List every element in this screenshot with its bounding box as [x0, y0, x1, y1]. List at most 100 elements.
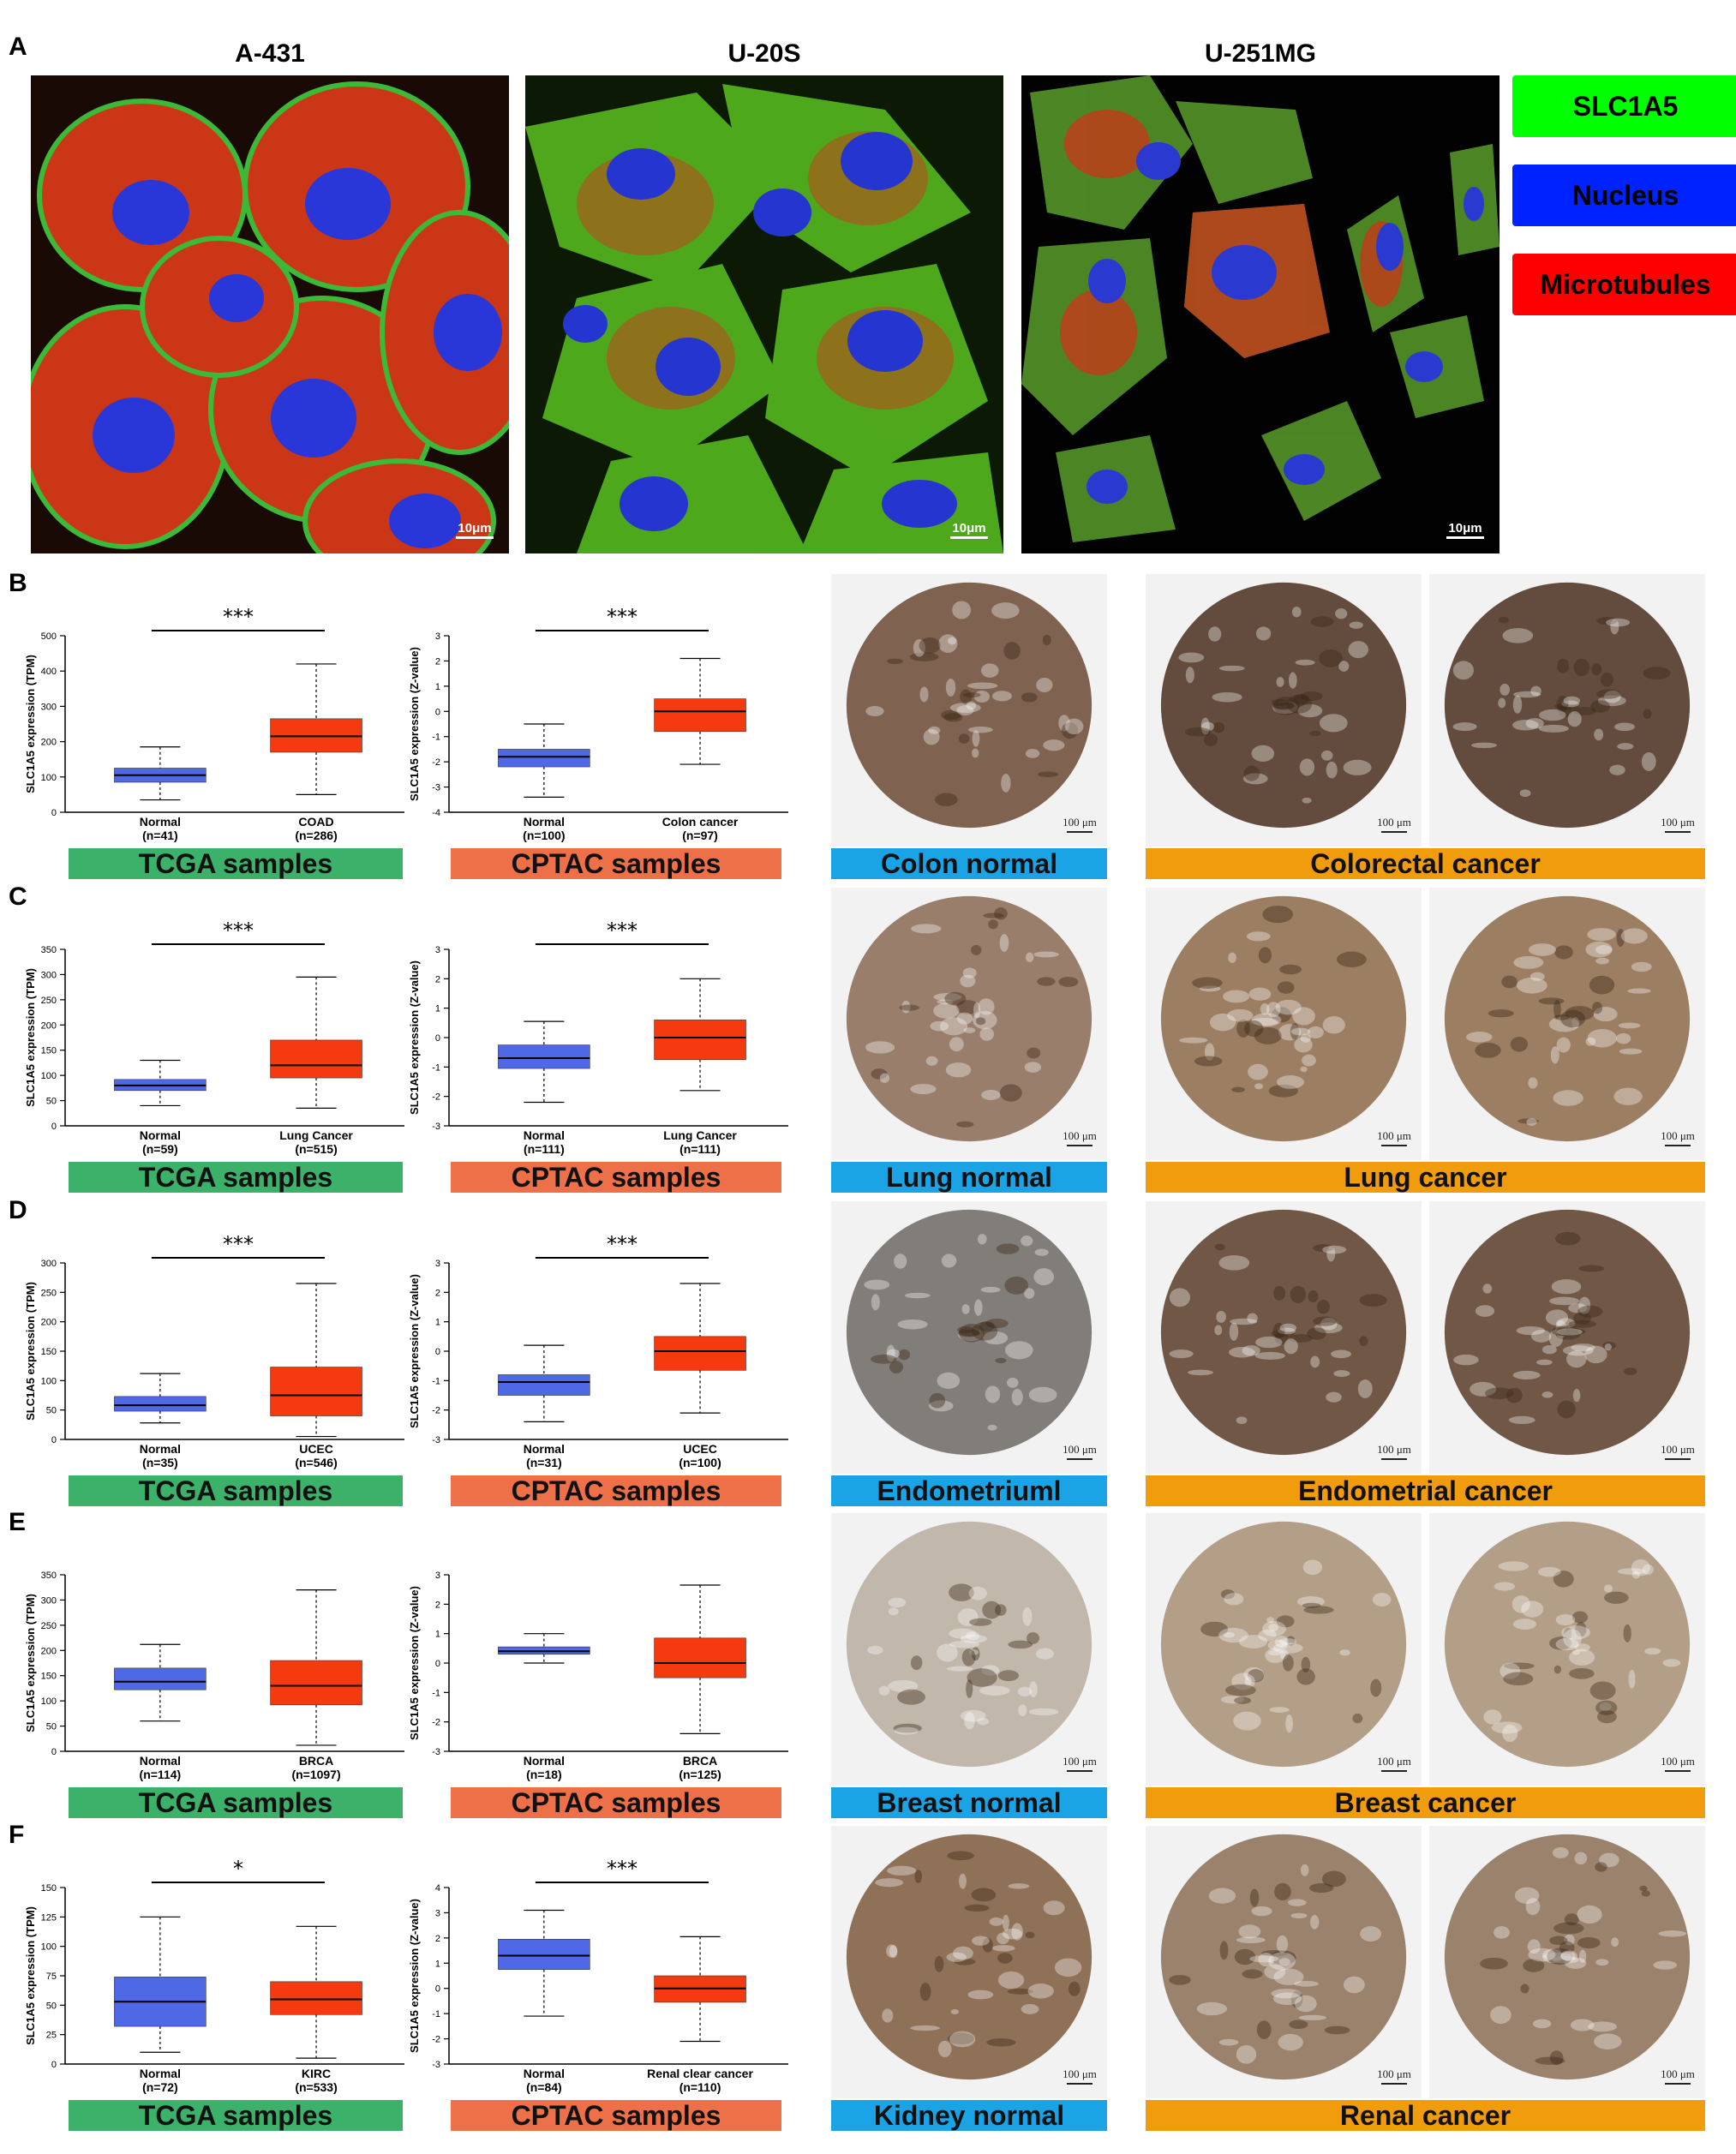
tissue-texture: [1268, 1649, 1281, 1656]
tissue-texture: [1577, 1305, 1603, 1318]
tissue-normal: 100 μm: [831, 1201, 1107, 1474]
tissue-texture: [1560, 1950, 1577, 1962]
tissue-texture: [1326, 761, 1338, 779]
tissue-texture: [1593, 1007, 1618, 1022]
box-cancer: [654, 1020, 746, 1061]
tissue-texture: [972, 748, 979, 758]
box-plot-svg: 0 50 100 150 200 250 300 350 SLC1A5 expression (…: [24, 918, 404, 1156]
banner-cptac: CPTAC samples: [451, 848, 781, 879]
tissue-texture: [988, 919, 998, 930]
tissue-texture: [910, 652, 939, 661]
tissue-texture: [1541, 1344, 1557, 1355]
tissue-texture: [991, 602, 1020, 619]
tissue-texture: [1553, 1571, 1574, 1588]
scale-bar-2: 10μm: [943, 521, 995, 539]
tissue-texture: [1556, 1318, 1576, 1329]
y-tick-label: -2: [432, 757, 440, 768]
tissue-scale-label: 100 μm: [1377, 2067, 1411, 2080]
y-tick-label: 0: [435, 1659, 440, 1669]
tissue-texture: [1027, 1632, 1040, 1644]
y-tick-label: 150: [41, 1046, 57, 1056]
tissue-texture: [1352, 1713, 1363, 1724]
tissue-texture: [987, 1424, 997, 1431]
group-n: (n=31): [526, 1456, 562, 1469]
tissue-texture: [960, 974, 976, 988]
significance-label: ***: [607, 605, 638, 629]
tissue-texture: [1169, 1349, 1194, 1359]
tissue-texture: [1617, 743, 1634, 751]
tissue-texture: [1278, 1958, 1290, 1966]
tissue-texture: [1234, 1948, 1256, 1966]
tissue-texture: [1275, 999, 1302, 1015]
tissue-texture: [934, 1955, 944, 1972]
tissue-texture: [1627, 988, 1651, 994]
cell-line-title-3: U-251MG: [1204, 39, 1317, 68]
tissue-texture: [1553, 1922, 1584, 1935]
tissue-texture: [886, 1944, 898, 1958]
y-tick-label: 100: [41, 1071, 57, 1081]
tissue-texture: [1585, 1037, 1596, 1046]
tissue-texture: [1596, 1710, 1617, 1724]
tissue-texture: [985, 1385, 1001, 1403]
y-tick-label: 1: [435, 682, 440, 692]
tissue-texture: [949, 1037, 964, 1052]
y-tick-label: 200: [41, 1646, 57, 1656]
y-tick-label: 125: [41, 1912, 57, 1923]
y-axis-label: SLC1A5 expression (TPM): [24, 1282, 37, 1421]
tissue-core: [1444, 582, 1691, 829]
y-tick-label: 1: [435, 1318, 440, 1328]
tissue-texture: [1300, 1033, 1312, 1043]
tissue-texture: [1218, 1627, 1248, 1643]
tissue-texture: [969, 1618, 992, 1626]
tissue-texture: [1229, 1347, 1255, 1358]
tissue-texture: [919, 1982, 931, 2001]
panel-label-c: C: [9, 883, 27, 911]
tissue-texture: [938, 634, 958, 653]
tissue-texture: [888, 1607, 899, 1616]
tissue-texture: [1289, 1333, 1313, 1343]
tissue-texture: [1242, 773, 1268, 785]
tissue-texture: [1564, 1934, 1575, 1946]
tissue-texture: [1563, 696, 1581, 705]
tissue-texture: [1216, 1311, 1226, 1323]
y-tick-label: 25: [46, 2031, 57, 2041]
tissue-texture: [1490, 2006, 1512, 2025]
tissue-texture: [1348, 641, 1369, 659]
tissue-normal: 100 μm: [831, 1826, 1107, 2098]
tissue-texture: [882, 2008, 894, 2023]
tissue-texture: [971, 1888, 997, 1902]
tissue-texture: [1470, 1381, 1497, 1397]
tissue-texture: [1286, 694, 1313, 714]
tissue-texture: [999, 934, 1009, 952]
banner-tcga: TCGA samples: [69, 1475, 403, 1506]
tissue-texture: [1265, 1648, 1286, 1663]
tissue-texture: [1279, 964, 1302, 975]
tissue-texture: [967, 1668, 997, 1687]
tissue-texture: [1264, 1964, 1286, 1980]
tissue-texture: [1331, 1349, 1352, 1359]
tissue-texture: [1008, 1883, 1030, 1889]
tissue-texture: [967, 1989, 994, 2000]
group-n: (n=72): [142, 2080, 178, 2094]
y-tick-label: 75: [46, 1972, 57, 1982]
tissue-texture: [973, 690, 991, 703]
tissue-texture: [1262, 905, 1294, 924]
group-n: (n=59): [142, 1142, 178, 1156]
tissue-texture: [1359, 1336, 1368, 1346]
y-tick-label: 2: [435, 1600, 440, 1610]
tissue-texture: [1563, 1629, 1583, 1648]
tissue-texture: [943, 713, 963, 722]
y-tick-label: 2: [435, 1288, 440, 1298]
group-label: Normal: [524, 2067, 565, 2080]
y-tick-label: 2: [435, 1934, 440, 1944]
tissue-texture: [1452, 722, 1477, 732]
tissue-texture: [1188, 1369, 1213, 1376]
group-n: (n=286): [295, 829, 337, 842]
tissue-texture: [1274, 1882, 1291, 1901]
tissue-scale-label: 100 μm: [1661, 1443, 1695, 1456]
tissue-texture: [1278, 1024, 1302, 1041]
tissue-texture: [955, 1000, 979, 1014]
y-tick-label: -3: [432, 1747, 440, 1757]
tissue-texture: [1008, 1640, 1033, 1649]
tissue-texture: [1230, 1318, 1258, 1325]
